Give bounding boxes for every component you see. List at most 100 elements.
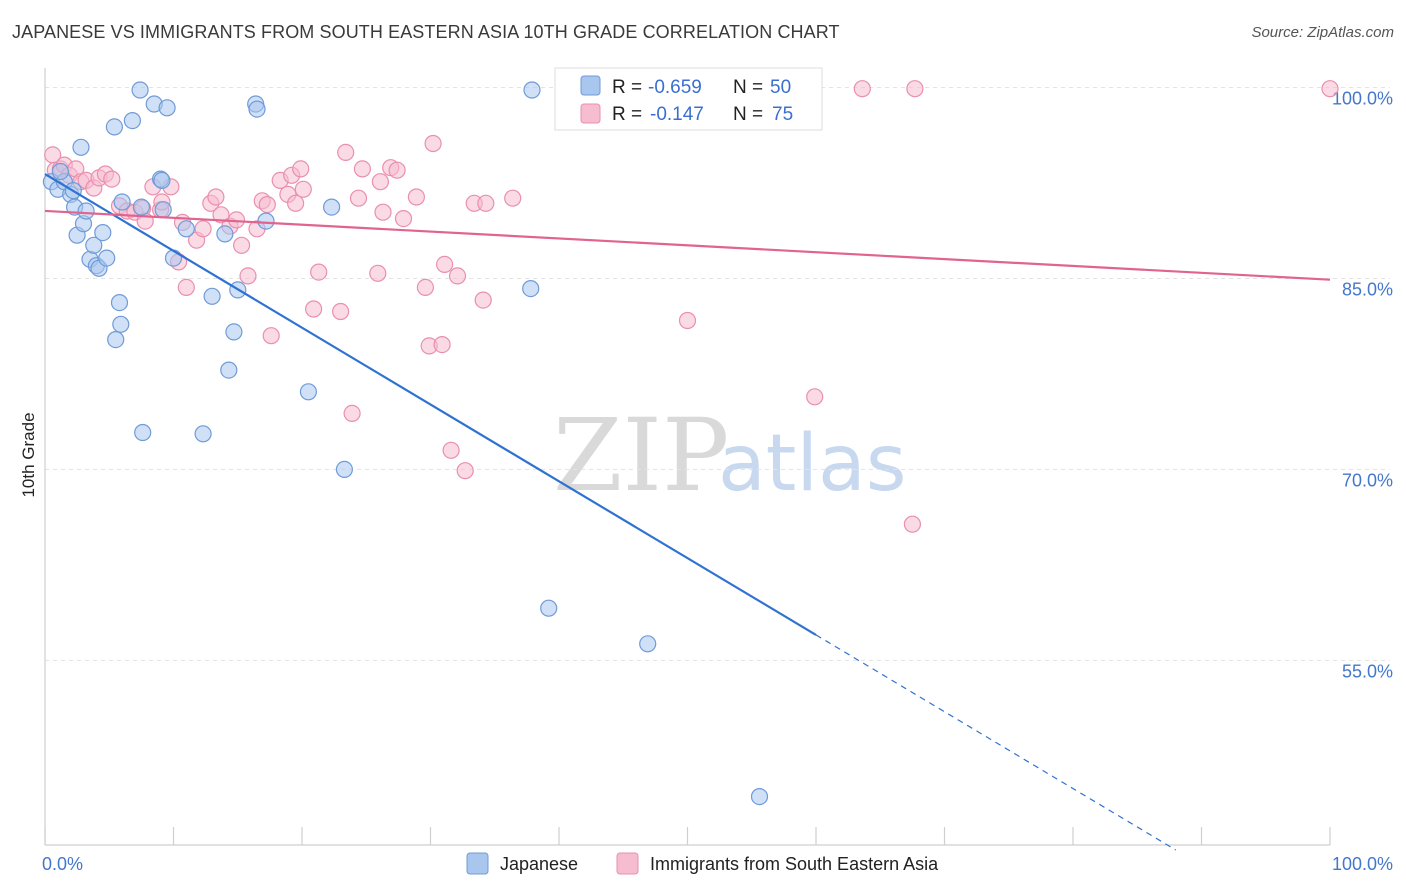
y-tick-label-0: 100.0% — [1332, 88, 1393, 108]
japanese-point-32 — [216, 225, 234, 243]
japanese-point-40 — [323, 198, 341, 216]
immigrants-point-56 — [416, 278, 434, 296]
stats-r-value-pink: -0.147 — [650, 104, 704, 125]
japanese-point-30 — [194, 425, 212, 443]
japanese-point-34 — [225, 323, 243, 341]
stats-swatch-pink — [580, 103, 601, 124]
stats-r-label-pink: R = — [612, 104, 642, 125]
immigrants-point-11 — [103, 170, 121, 188]
immigrants-point-67 — [504, 189, 522, 207]
watermark-zip: ZIP — [553, 397, 729, 514]
immigrants-point-44 — [332, 302, 350, 321]
chart-title: JAPANESE VS IMMIGRANTS FROM SOUTH EASTER… — [12, 22, 840, 42]
japanese-point-20 — [123, 111, 141, 130]
immigrants-point-48 — [353, 160, 371, 178]
legend-swatch-immigrants — [616, 852, 639, 875]
immigrants-point-61 — [442, 441, 460, 459]
immigrants-point-72 — [903, 515, 922, 533]
immigrants-point-27 — [207, 188, 225, 206]
japanese-point-46 — [750, 787, 769, 806]
immigrants-point-73 — [1321, 80, 1339, 98]
immigrants-point-53 — [388, 161, 406, 179]
japanese-point-41 — [335, 460, 353, 478]
y-tick-label-2: 70.0% — [1342, 470, 1393, 490]
immigrants-point-42 — [305, 300, 323, 318]
trendlines — [44, 173, 1331, 851]
japanese-point-15 — [98, 249, 116, 267]
stats-r-label-blue: R = — [612, 77, 642, 98]
axes — [44, 68, 1331, 846]
x-tick-label-0: 0.0% — [42, 854, 83, 874]
stats-n-value-blue: 50 — [770, 77, 791, 98]
immigrants-point-74 — [287, 194, 305, 212]
immigrants-point-49 — [369, 264, 387, 282]
immigrants-point-31 — [233, 236, 251, 254]
immigrants-point-28 — [212, 206, 230, 224]
japanese-point-23 — [134, 423, 152, 442]
japanese-point-17 — [110, 294, 129, 312]
legend-label-japanese: Japanese — [500, 854, 578, 874]
immigrants-point-60 — [436, 255, 454, 273]
immigrants-point-35 — [258, 196, 276, 214]
japanese-point-27 — [158, 99, 176, 117]
japanese-point-29 — [177, 220, 195, 238]
japanese-point-26 — [153, 171, 171, 189]
watermark-atlas: atlas — [718, 419, 907, 509]
immigrants-point-59 — [433, 336, 451, 354]
legend: Japanese Immigrants from South Eastern A… — [466, 852, 939, 875]
stats-n-label-pink: N = — [733, 104, 763, 125]
x-tick-labels: 0.0% 100.0% — [42, 854, 1393, 874]
japanese-point-43 — [523, 81, 541, 99]
japanese-point-37 — [248, 100, 266, 118]
japanese-point-33 — [220, 361, 238, 379]
stats-n-label-blue: N = — [733, 77, 763, 98]
y-tick-label-1: 85.0% — [1342, 279, 1393, 299]
japanese-point-9 — [77, 202, 95, 220]
immigrants-point-47 — [349, 189, 368, 207]
japanese-point-21 — [131, 81, 149, 99]
source-credit: Source: ZipAtlas.com — [1251, 24, 1394, 41]
x-tick-label-1: 100.0% — [1332, 854, 1393, 874]
y-tick-label-3: 55.0% — [1342, 661, 1393, 681]
legend-swatch-japanese — [466, 852, 489, 875]
japanese-point-49 — [154, 201, 172, 219]
japanese-point-45 — [639, 635, 657, 653]
gridlines — [45, 86, 1390, 661]
japanese-point-42 — [522, 280, 540, 298]
immigrants-point-43 — [310, 263, 328, 281]
legend-label-immigrants: Immigrants from South Eastern Asia — [650, 854, 939, 874]
japanese-point-47 — [113, 193, 131, 211]
immigrants-point-40 — [292, 160, 310, 178]
immigrants-point-71 — [906, 80, 924, 98]
immigrants-point-63 — [456, 462, 474, 480]
immigrants-point-69 — [806, 388, 824, 406]
stats-r-value-blue: -0.659 — [648, 77, 702, 98]
y-axis-title: 10th Grade — [19, 412, 38, 497]
immigrants-point-36 — [262, 327, 280, 345]
japanese-point-28 — [164, 249, 183, 267]
immigrants-point-66 — [477, 194, 495, 212]
immigrants-point-41 — [294, 180, 312, 198]
japanese-point-39 — [299, 383, 317, 401]
immigrants-point-68 — [678, 311, 697, 330]
y-tick-labels: 100.0% 85.0% 70.0% 55.0% — [1332, 88, 1393, 681]
stats-n-value-pink: 75 — [772, 104, 793, 125]
stats-swatch-blue — [580, 75, 601, 96]
japanese-point-16 — [105, 118, 124, 136]
stats-box: R = -0.659 N = 50 R = -0.147 N = 75 — [554, 67, 823, 131]
immigrants-point-46 — [343, 404, 361, 422]
immigrants-point-23 — [177, 278, 195, 296]
immigrants-point-58 — [424, 134, 442, 153]
immigrants-point-54 — [394, 210, 413, 228]
immigrants-point-50 — [371, 173, 389, 191]
immigrants-point-25 — [194, 220, 212, 238]
immigrants-point-55 — [407, 188, 425, 206]
blue-series-points — [42, 81, 769, 806]
japanese-point-14 — [94, 224, 112, 242]
japanese-point-48 — [51, 162, 70, 181]
immigrants-point-65 — [474, 291, 492, 309]
immigrants-point-51 — [374, 203, 392, 221]
japanese-point-44 — [540, 599, 558, 617]
immigrants-point-45 — [337, 143, 355, 161]
